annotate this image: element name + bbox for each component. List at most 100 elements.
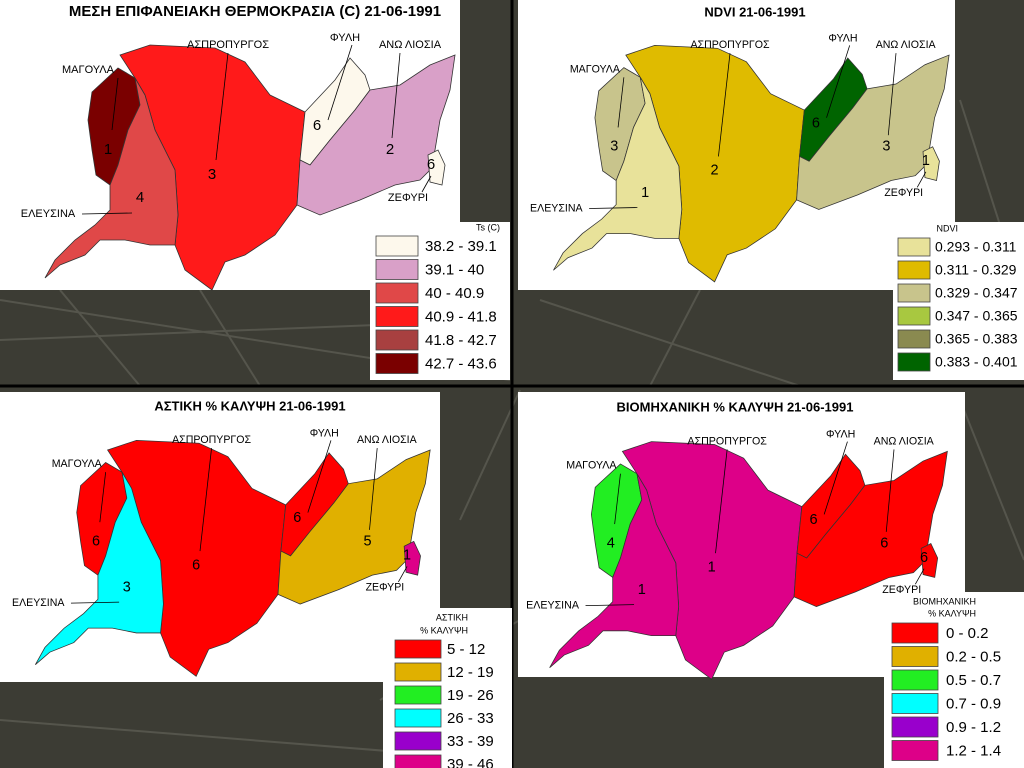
legend-swatch [891,646,939,667]
legend-swatch [375,306,419,327]
region-name: ΦΥΛΗ [828,32,857,44]
legend-title: ΒΙΟΜΗΧΑΝΙΚΗ [913,596,976,606]
legend-label: 0.7 - 0.9 [946,695,1001,712]
legend-label: 0.5 - 0.7 [946,672,1001,689]
region-class: 1 [638,582,646,598]
region [553,77,683,271]
map-title: ΒΙΟΜΗΧΑΝΙΚΗ % ΚΑΛΥΨΗ 21-06-1991 [617,399,854,414]
legend-swatch [375,353,419,374]
leader-line [199,447,212,552]
region-class: 3 [123,579,131,595]
leader-line [327,44,353,121]
region-name: ΑΝΩ ΛΙΟΣΙΑ [357,434,418,446]
map: ΜΑΓΟΥΛΑ 3 ΑΣΠΡΟΠΥΡΓΟΣ 2 ΕΛΕΥΣΙΝΑ 1 ΦΥΛΗ 6 ΑΝΩ ΛΙ… [530,32,950,283]
legend-label: 0.311 - 0.329 [935,262,1017,278]
region-class: 6 [92,533,100,549]
leader-line [421,175,432,193]
region-class: 3 [882,139,890,155]
leader-line [915,568,925,585]
legend-label: 19 - 26 [447,687,494,704]
legend-label: 33 - 39 [447,733,494,750]
region-class: 6 [313,117,321,134]
region-class: 6 [880,535,888,551]
leader-line [70,601,120,604]
region-class: 1 [403,548,411,564]
leader-line [215,52,229,161]
region [403,540,421,576]
region-class: 6 [427,156,435,173]
region-name: ΦΥΛΗ [826,429,855,441]
leader-line [885,449,895,532]
leader-line [391,52,401,139]
legend-swatch [394,662,442,682]
region-name: ΑΣΠΡΟΠΥΡΓΟΣ [687,435,767,447]
region-name: ΖΕΦΥΡΙ [366,581,405,593]
region-name: ΑΝΩ ΛΙΟΣΙΑ [876,39,937,51]
region-name: ΕΛΕΥΣΙΝΑ [526,599,580,611]
legend-swatch [891,740,939,761]
region [796,54,950,210]
leader-line [823,441,848,515]
legend-label: 39.1 - 40 [425,261,484,278]
legend-swatch [891,693,939,714]
legend-label: 0 - 0.2 [946,625,989,642]
region-class: 6 [192,557,200,573]
region-name: ΕΛΕΥΣΙΝΑ [21,208,76,220]
legend-label: 40 - 40.9 [425,285,484,302]
legend-label: 0.2 - 0.5 [946,648,1001,665]
map-title: ΜΕΣΗ ΕΠΙΦΑΝΕΙΑΚΗ ΘΕΡΜΟΚΡΑΣΙΑ (C) 21-06-1… [69,3,441,20]
region-class: 6 [293,510,301,526]
region-class: 2 [711,163,719,179]
legend-title: NDVI [936,223,958,233]
region-name: ΑΣΠΡΟΠΥΡΓΟΣ [187,39,269,51]
map-title: ΑΣΤΙΚΗ % ΚΑΛΥΨΗ 21-06-1991 [154,398,345,413]
region-name: ΦΥΛΗ [310,427,339,439]
region [277,449,431,605]
region-class: 1 [708,560,716,576]
region-name: ΖΕΦΥΡΙ [884,187,923,199]
legend-label: 38.2 - 39.1 [425,238,497,255]
region [44,77,179,279]
leader-line [916,171,927,188]
legend-label: 5 - 12 [447,641,485,658]
leader-line [369,448,378,530]
leader-line [81,212,133,215]
map-panel: ΜΕΣΗ ΕΠΙΦΑΝΕΙΑΚΗ ΘΕΡΜΟΚΡΑΣΙΑ (C) 21-06-1… [0,0,510,380]
legend-swatch [897,237,931,257]
region [793,450,948,607]
map-panel: ΑΣΤΙΚΗ % ΚΑΛΥΨΗ 21-06-1991 ΜΑΓΟΥΛΑ 6 ΑΣΠΡΟΠ… [0,392,512,768]
legend-swatch [394,708,442,728]
region-class: 4 [607,535,615,551]
legend-label: 26 - 33 [447,710,494,727]
map-panel: ΒΙΟΜΗΧΑΝΙΚΗ % ΚΑΛΥΨΗ 21-06-1991 ΜΑΓΟΥΛΑ 4 Α… [518,392,1024,768]
leader-line [718,53,731,157]
leader-line [398,566,408,583]
map-panel: NDVI 21-06-1991 ΜΑΓΟΥΛΑ 3 ΑΣΠΡΟΠΥΡΓΟΣ 2 ΕΛΕΥΣ… [518,0,1024,380]
region-class: 1 [641,185,649,201]
region-name: ΑΣΠΡΟΠΥΡΓΟΣ [172,434,251,446]
legend-swatch [897,260,931,280]
map-title: NDVI 21-06-1991 [704,4,805,19]
legend-swatch [394,754,442,768]
leader-line [99,472,107,523]
region-class: 6 [812,115,820,131]
region-name: ΑΝΩ ΛΙΟΣΙΑ [874,435,935,447]
legend-label: 0.293 - 0.311 [935,239,1017,255]
region [34,471,164,666]
region-class: 6 [809,512,817,528]
region-name: ΜΑΓΟΥΛΑ [52,458,103,470]
legend-title: ΑΣΤΙΚΗ [436,612,468,622]
region [296,54,456,216]
region-class: 4 [136,189,144,206]
leader-line [826,45,851,118]
legend-label: 0.383 - 0.401 [935,354,1018,370]
region-name: ΖΕΦΥΡΙ [882,584,921,596]
legend-swatch [394,639,442,659]
region-name: ΜΑΓΟΥΛΑ [570,63,621,75]
region-class: 3 [208,166,216,183]
legend-swatch [891,716,939,738]
legend-label: 1.2 - 1.4 [946,742,1001,759]
leader-line [715,449,728,554]
